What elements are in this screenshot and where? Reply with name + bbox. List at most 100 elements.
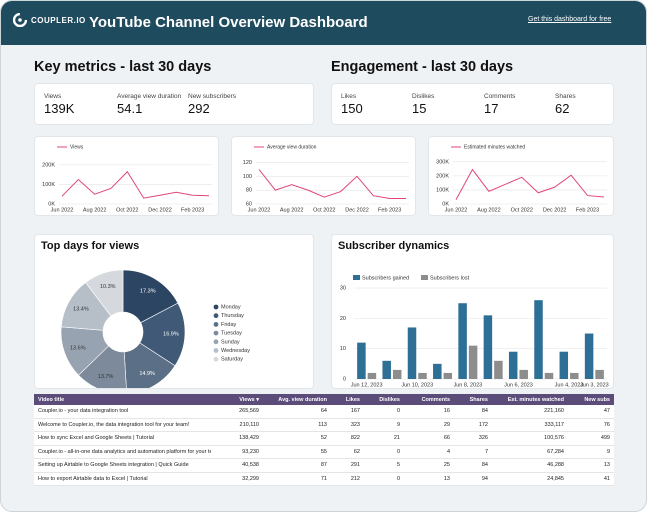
y-tick-label: 80 (246, 188, 252, 194)
kpi-label: New subscribers (188, 93, 237, 100)
x-tick-label: Feb 2023 (378, 207, 401, 213)
table-cell: 93,230 (211, 445, 263, 459)
table-cell: Coupler.io - all-in-one data analytics a… (34, 445, 211, 459)
data-line (61, 170, 210, 199)
slice-label: 13.6% (70, 346, 86, 352)
video-table: Video title Views ▾ Avg. view duration Like… (34, 394, 614, 486)
data-line (258, 169, 406, 199)
bar (519, 369, 528, 379)
bar (357, 342, 366, 379)
table-cell: 326 (454, 431, 492, 446)
chart-title: Subscriber dynamics (338, 240, 450, 252)
legend-swatch (213, 304, 219, 310)
table-row: Coupler.io - all-in-one data analytics a… (34, 445, 614, 459)
bar (534, 300, 543, 379)
kpi-label: Dislikes (412, 93, 435, 100)
dashboard-title: YouTube Channel Overview Dashboard (89, 14, 368, 31)
table-cell: 5 (364, 458, 404, 473)
kpi-card: Views 139K Average view duration 54.1 New su… (34, 83, 314, 125)
table-cell: 24,845 (492, 472, 568, 486)
y-tick-label: 120 (243, 160, 252, 166)
y-tick-label: 200K (42, 162, 55, 168)
legend-label: Saturday (221, 357, 243, 363)
table-cell: 46,288 (492, 458, 568, 473)
x-tick-label: Aug 2022 (477, 207, 501, 213)
column-header: Likes (331, 394, 364, 405)
chart-card: Estimated minutes watched 0K 100K 200K 300K J… (428, 136, 614, 216)
legend-label: Views (70, 144, 84, 150)
column-header: Est. minutes watched (492, 394, 568, 405)
section-title: Key metrics - last 30 days (34, 59, 212, 75)
x-tick-label: Jun 2022 (445, 207, 468, 213)
table-cell: 41 (568, 472, 614, 486)
kpi-value: 17 (484, 101, 499, 116)
column-header: New subs (568, 394, 614, 405)
x-tick-label: Oct 2022 (116, 207, 138, 213)
legend-swatch (213, 313, 219, 319)
table-cell: 7 (454, 445, 492, 459)
legend-label: Wednesday (221, 348, 250, 354)
dashboard-link[interactable]: Get this dashboard for free (528, 16, 612, 23)
table-cell: 0 (364, 472, 404, 486)
table-cell: Setting up Airtable to Google Sheets int… (34, 458, 211, 473)
kpi-label: Shares (555, 93, 576, 100)
table-cell: 323 (331, 418, 364, 432)
slice-label: 13.4% (73, 306, 89, 312)
table-cell: 210,110 (211, 418, 263, 432)
table-cell: 66 (404, 431, 454, 446)
chart-title: Top days for views (41, 240, 140, 252)
x-tick-label: Jun 10, 2023 (401, 382, 433, 388)
x-tick-label: Jun 4, 2023 (555, 382, 584, 388)
column-header: Views ▾ (211, 394, 263, 405)
table-cell: 13 (404, 472, 454, 486)
table-cell: 172 (454, 418, 492, 432)
chart-card: Top days for views 17.3% 16.9% 14.9% 13.7% 1… (34, 234, 314, 395)
data-line (455, 168, 605, 201)
column-header: Video title (34, 394, 211, 405)
y-tick-label: 100K (42, 182, 55, 188)
line-chart: Estimated minutes watched 0K 100K 200K 300K J… (436, 144, 607, 213)
x-tick-label: Jun 12, 2023 (351, 382, 383, 388)
table-cell: 84 (454, 405, 492, 419)
x-tick-label: Dec 2022 (345, 207, 369, 213)
table-cell: 0 (364, 445, 404, 459)
table-cell: 52 (263, 431, 331, 446)
x-tick-label: Jun 6, 2023 (504, 382, 533, 388)
table-cell: 4 (404, 445, 454, 459)
legend-swatch (213, 339, 219, 345)
table-cell: 333,117 (492, 418, 568, 432)
x-tick-label: Aug 2022 (280, 207, 304, 213)
table-cell: 113 (263, 418, 331, 432)
bar (382, 360, 391, 379)
table-cell: 212 (331, 472, 364, 486)
bar (570, 372, 579, 379)
table-cell: 138,429 (211, 431, 263, 446)
bar (407, 327, 417, 379)
bar (559, 351, 569, 379)
x-tick-label: Jun 2022 (248, 207, 271, 213)
bar (367, 372, 377, 379)
table-cell: 47 (568, 405, 614, 419)
table-cell: 87 (263, 458, 331, 473)
kpi-value: 15 (412, 101, 427, 116)
logo-icon (13, 13, 27, 27)
line-chart: Views 0K 100K 200K Jun 2022 Aug 2022 Oct 2022 D… (42, 144, 212, 213)
header-bar: COUPLER.IO YouTube Channel Overview Dash… (1, 1, 646, 45)
table-cell: 76 (568, 418, 614, 432)
legend-label: Thursday (221, 313, 244, 319)
legend-swatch (353, 275, 360, 280)
table-cell: 71 (263, 472, 331, 486)
kpi-value: 150 (341, 101, 363, 116)
column-header: Avg. view duration (263, 394, 331, 405)
y-tick-label: 300K (436, 159, 449, 165)
legend-label: Tuesday (221, 331, 242, 337)
table-row: Setting up Airtable to Google Sheets int… (34, 458, 614, 473)
kpi-label: Average view duration (117, 93, 182, 100)
x-tick-label: Feb 2023 (576, 207, 599, 213)
table-cell: 25 (404, 458, 454, 473)
x-tick-label: Jun 2022 (51, 207, 74, 213)
y-tick-label: 100 (243, 174, 252, 180)
line-chart: Average view duration 60 80 100 120 Jun 2022 A… (243, 144, 409, 213)
table-cell: 16 (404, 405, 454, 419)
bar (458, 303, 467, 379)
